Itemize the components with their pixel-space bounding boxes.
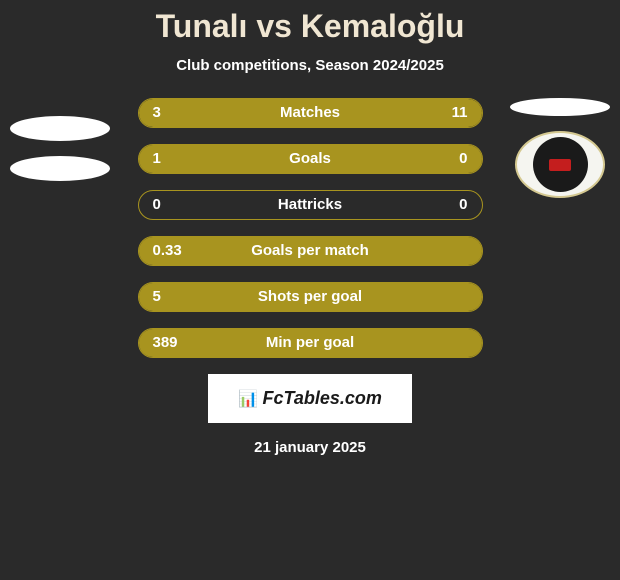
season-subtitle: Club competitions, Season 2024/2025 xyxy=(0,57,620,74)
content-area: 3Matches111Goals00Hattricks00.33Goals pe… xyxy=(0,98,620,358)
player-right-badges xyxy=(510,98,610,198)
stat-bar-row: 5Shots per goal xyxy=(138,282,483,312)
stat-label: Goals xyxy=(139,145,482,173)
date-label: 21 january 2025 xyxy=(0,439,620,456)
stat-value-right: 0 xyxy=(459,145,467,173)
brand-text: FcTables.com xyxy=(263,388,382,408)
stat-label: Matches xyxy=(139,99,482,127)
stat-label: Hattricks xyxy=(139,191,482,219)
club-badge-icon xyxy=(515,131,605,198)
stat-value-right: 11 xyxy=(452,99,468,127)
footer: 📊 FcTables.com 21 january 2025 xyxy=(0,374,620,456)
player-left-badges xyxy=(10,98,110,198)
stat-label: Min per goal xyxy=(139,329,482,357)
stat-bar-row: 389Min per goal xyxy=(138,328,483,358)
club-inner-icon xyxy=(533,137,588,192)
oval-placeholder-icon xyxy=(510,98,610,116)
oval-placeholder-icon xyxy=(10,116,110,141)
stat-bar-row: 3Matches11 xyxy=(138,98,483,128)
header: Tunalı vs Kemaloğlu Club competitions, S… xyxy=(0,0,620,74)
stat-label: Shots per goal xyxy=(139,283,482,311)
stat-bar-row: 0.33Goals per match xyxy=(138,236,483,266)
comparison-title: Tunalı vs Kemaloğlu xyxy=(0,8,620,45)
club-center-icon xyxy=(549,159,571,171)
stat-bar-row: 0Hattricks0 xyxy=(138,190,483,220)
oval-placeholder-icon xyxy=(10,156,110,181)
stat-value-right: 0 xyxy=(459,191,467,219)
stat-label: Goals per match xyxy=(139,237,482,265)
brand-box: 📊 FcTables.com xyxy=(208,374,412,423)
chart-icon: 📊 xyxy=(238,391,258,408)
stat-bars-container: 3Matches111Goals00Hattricks00.33Goals pe… xyxy=(138,98,483,358)
stat-bar-row: 1Goals0 xyxy=(138,144,483,174)
